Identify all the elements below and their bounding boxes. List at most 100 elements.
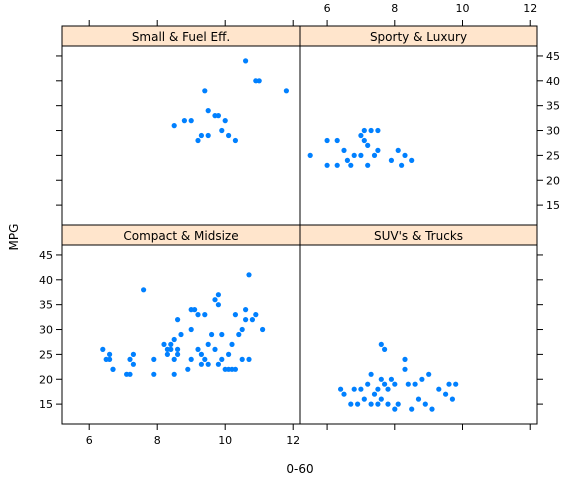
data-point-compact <box>195 312 201 318</box>
x-tick-label: 6 <box>324 2 331 15</box>
panel-frame-small <box>61 45 301 226</box>
data-point-suv <box>375 401 381 407</box>
data-point-suv <box>405 381 411 387</box>
panel-frame-sporty <box>299 45 538 226</box>
data-point-small <box>219 127 225 134</box>
data-point-compact <box>127 356 133 362</box>
data-point-compact <box>246 356 252 362</box>
data-point-suv <box>402 366 408 372</box>
data-point-suv <box>422 401 428 407</box>
data-point-sporty <box>358 152 364 158</box>
data-point-suv <box>382 381 388 387</box>
axes: 6 6 8 8 10 10 12 12 15 15 20 20 25 25 30 30 35 35 40 40 45 45 <box>39 2 560 447</box>
data-point-compact <box>212 297 218 303</box>
data-point-suv <box>392 381 398 387</box>
data-point-compact <box>229 341 235 347</box>
data-point-compact <box>246 272 252 278</box>
data-point-compact <box>232 366 238 372</box>
x-tick-label: 6 <box>86 434 93 447</box>
data-point-compact <box>243 317 249 323</box>
y-axis-title: MPG <box>7 224 21 251</box>
data-point-suv <box>361 396 367 402</box>
data-point-small <box>188 118 194 124</box>
panel-frames <box>61 45 538 425</box>
y-tick-label: 25 <box>39 348 53 361</box>
x-tick-label: 10 <box>218 434 232 447</box>
data-point-suv <box>382 346 388 352</box>
y-tick-label: 25 <box>546 149 560 162</box>
data-point-compact <box>212 346 218 352</box>
data-point-suv <box>412 381 418 387</box>
data-point-compact <box>239 356 245 362</box>
data-point-sporty <box>307 152 313 158</box>
data-point-sporty <box>368 127 374 134</box>
data-point-suv <box>419 376 425 382</box>
data-point-small <box>202 88 208 94</box>
data-point-suv <box>443 391 449 397</box>
data-point-sporty <box>334 137 340 144</box>
x-tick-label: 8 <box>154 434 161 447</box>
data-point-compact <box>188 326 194 333</box>
data-point-sporty <box>375 147 381 153</box>
data-point-small <box>205 132 211 139</box>
data-point-compact <box>168 341 174 347</box>
y-tick-label: 35 <box>546 100 560 113</box>
data-point-compact <box>260 326 266 333</box>
data-point-suv <box>449 396 455 402</box>
data-point-small <box>243 58 249 64</box>
x-tick-label: 8 <box>391 2 398 15</box>
data-point-compact <box>215 302 221 308</box>
data-point-compact <box>198 351 204 357</box>
data-point-compact <box>127 371 133 377</box>
data-point-compact <box>185 366 191 372</box>
data-point-compact <box>164 351 170 357</box>
x-axis-title: 0-60 <box>286 462 313 476</box>
data-point-compact <box>151 356 157 362</box>
data-point-small <box>198 132 204 139</box>
data-point-compact <box>100 346 106 352</box>
data-point-sporty <box>324 162 330 168</box>
strip-label-compact: Compact & Midsize <box>123 229 238 243</box>
data-point-suv <box>402 356 408 362</box>
data-point-compact <box>205 361 211 367</box>
data-point-suv <box>409 406 415 412</box>
data-point-compact <box>107 356 113 362</box>
data-point-suv <box>436 386 442 392</box>
data-point-suv <box>385 386 391 392</box>
data-point-compact <box>107 351 113 357</box>
data-point-compact <box>171 356 177 362</box>
data-point-compact <box>236 331 242 338</box>
data-point-compact <box>232 312 238 318</box>
data-point-sporty <box>375 127 381 134</box>
data-point-compact <box>175 351 181 357</box>
data-point-suv <box>378 376 384 382</box>
data-point-compact <box>249 317 255 323</box>
data-point-sporty <box>399 162 405 168</box>
strip-label-sporty: Sporty & Luxury <box>370 30 467 44</box>
data-point-small <box>232 137 238 144</box>
data-point-suv <box>358 386 364 392</box>
data-point-compact <box>192 307 198 313</box>
data-point-suv <box>446 381 452 387</box>
data-point-compact <box>243 307 249 313</box>
x-tick-label: 12 <box>286 434 300 447</box>
data-point-compact <box>175 317 181 323</box>
data-point-compact <box>110 366 116 372</box>
data-point-small <box>181 118 187 124</box>
data-point-compact <box>202 356 208 362</box>
y-tick-label: 30 <box>546 125 560 138</box>
y-tick-label: 45 <box>546 50 560 63</box>
data-point-suv <box>375 386 381 392</box>
data-point-sporty <box>361 127 367 134</box>
data-point-compact <box>209 331 215 338</box>
data-point-compact <box>226 351 232 357</box>
data-point-compact <box>171 371 177 377</box>
x-tick-label: 10 <box>456 2 470 15</box>
data-point-suv <box>426 371 432 377</box>
data-point-compact <box>188 356 194 362</box>
data-point-suv <box>415 396 422 402</box>
data-point-sporty <box>348 162 354 168</box>
data-point-suv <box>365 381 371 387</box>
data-point-suv <box>392 406 398 412</box>
